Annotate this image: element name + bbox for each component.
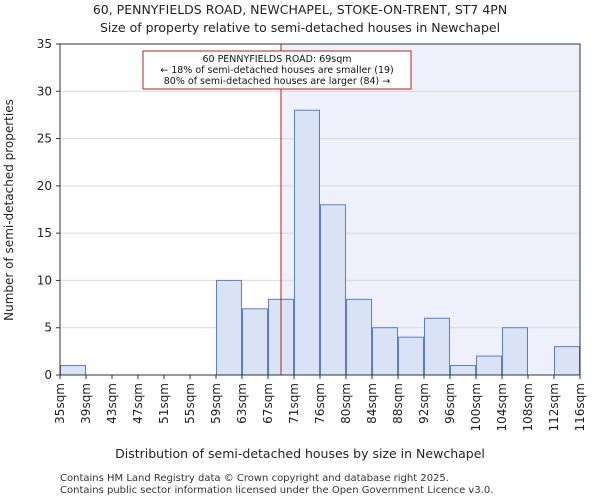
x-tick-label: 59sqm	[209, 383, 223, 424]
x-tick-label: 35sqm	[53, 383, 67, 424]
histogram-bar	[398, 336, 424, 376]
x-tick-label: 96sqm	[443, 383, 457, 424]
x-axis-label: Distribution of semi-detached houses by …	[115, 446, 485, 461]
histogram-bar	[216, 279, 242, 376]
chart-subtitle: Size of property relative to semi-detach…	[99, 20, 501, 35]
histogram-bar	[424, 317, 450, 376]
histogram-bar	[294, 109, 320, 376]
x-tick-label: 55sqm	[183, 383, 197, 424]
y-tick-label: 35	[37, 37, 52, 51]
x-tick-label: 108sqm	[521, 383, 535, 431]
x-tick-label: 92sqm	[417, 383, 431, 424]
y-tick-label: 0	[44, 368, 52, 382]
annotation-line-2: ← 18% of semi-detached houses are smalle…	[160, 65, 394, 76]
annotation-line-3: 80% of semi-detached houses are larger (…	[164, 76, 391, 87]
x-tick-label: 84sqm	[365, 383, 379, 424]
y-tick-label: 5	[44, 321, 52, 335]
x-tick-label: 67sqm	[261, 383, 275, 424]
x-tick-label: 112sqm	[547, 383, 561, 431]
x-tick-label: 51sqm	[157, 383, 171, 424]
histogram-bar	[502, 327, 528, 376]
x-tick-label: 63sqm	[235, 383, 249, 424]
x-tick-label: 71sqm	[287, 383, 301, 424]
y-tick-label: 10	[37, 273, 52, 287]
annotation-frame	[142, 50, 412, 90]
x-tick-label: 88sqm	[391, 383, 405, 424]
annotation-box: 60 PENNYFIELDS ROAD: 69sqm ← 18% of semi…	[142, 50, 412, 90]
y-tick-label: 30	[37, 84, 52, 98]
histogram-bar	[450, 365, 476, 376]
histogram-bar	[320, 204, 346, 376]
y-axis-label: Number of semi-detached properties	[2, 99, 16, 321]
histogram-bar	[476, 355, 502, 376]
histogram-bar	[242, 308, 268, 376]
x-tick-label: 43sqm	[105, 383, 119, 424]
y-tick-label: 25	[37, 132, 52, 146]
x-tick-label: 80sqm	[339, 383, 353, 424]
y-tick-label: 15	[37, 226, 52, 240]
footer-copyright: Contains HM Land Registry data © Crown c…	[60, 473, 449, 484]
y-tick-label: 20	[37, 179, 52, 193]
histogram-bar	[60, 365, 86, 376]
histogram-bar	[346, 298, 372, 376]
x-tick-label: 116sqm	[573, 383, 587, 431]
histogram-bar	[554, 346, 580, 376]
footer-licence: Contains public sector information licen…	[60, 485, 494, 496]
annotation-line-1: 60 PENNYFIELDS ROAD: 69sqm	[202, 54, 351, 65]
x-tick-label: 104sqm	[495, 383, 509, 431]
x-tick-label: 76sqm	[313, 383, 327, 424]
chart-title: 60, PENNYFIELDS ROAD, NEWCHAPEL, STOKE-O…	[92, 2, 508, 17]
x-tick-label: 47sqm	[131, 383, 145, 424]
x-tick-label: 39sqm	[79, 383, 93, 424]
x-tick-label: 100sqm	[469, 383, 483, 431]
histogram-bar	[372, 327, 398, 376]
